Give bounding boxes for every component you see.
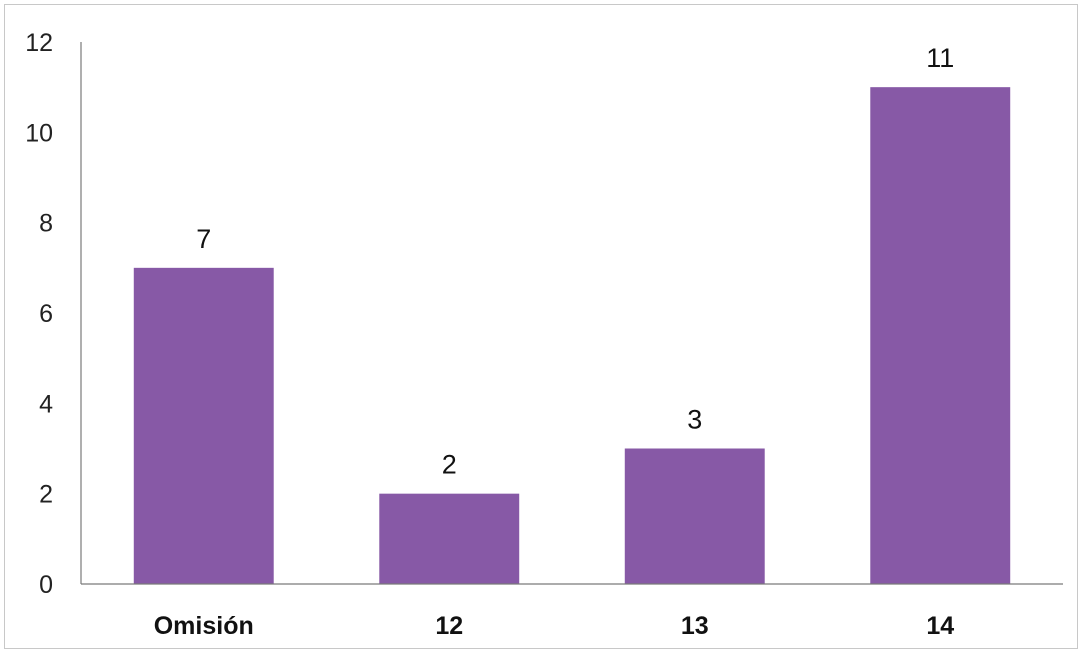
y-tick-label: 6	[39, 300, 53, 328]
y-tick-label: 0	[39, 571, 53, 599]
bar	[870, 87, 1011, 585]
x-tick-label: Omisión	[154, 612, 254, 640]
y-tick-label: 10	[25, 119, 53, 147]
y-tick-label: 2	[39, 481, 53, 509]
y-tick-label: 8	[39, 210, 53, 238]
data-label: 3	[687, 405, 702, 435]
x-tick-label: 12	[435, 612, 463, 640]
bar	[379, 493, 520, 584]
x-axis-labels: Omisión 12 13 14	[154, 612, 955, 640]
bar	[133, 267, 274, 584]
y-tick-label: 12	[25, 29, 53, 57]
y-tick-label: 4	[39, 390, 53, 418]
x-tick-label: 13	[681, 612, 709, 640]
data-label: 7	[196, 224, 211, 254]
data-label: 2	[442, 450, 457, 480]
data-label: 11	[926, 43, 954, 73]
bars	[133, 87, 1011, 585]
y-axis-ticks: 0 2 4 6 8 10 12	[25, 29, 53, 599]
bar	[624, 448, 765, 584]
data-labels: 7 2 3 11	[196, 43, 954, 480]
x-tick-label: 14	[926, 612, 954, 640]
